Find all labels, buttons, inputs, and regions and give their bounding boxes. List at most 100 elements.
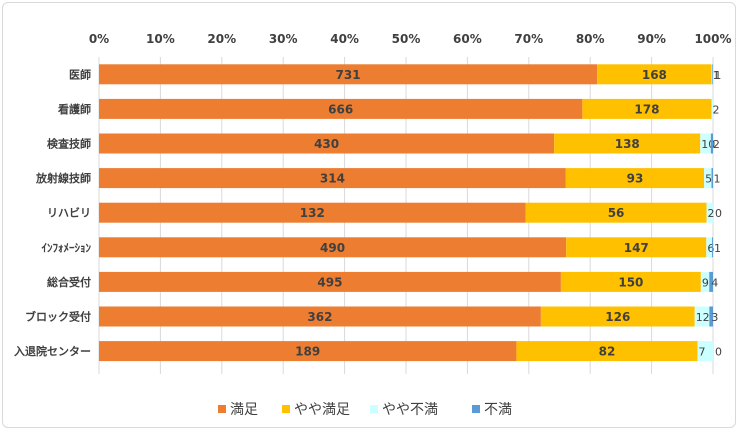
category-label: 総合受付 <box>47 275 91 289</box>
bar-segment <box>694 306 710 327</box>
bar-segment <box>711 64 713 85</box>
data-label: 5 <box>705 173 712 186</box>
bar-segment <box>99 271 561 292</box>
x-tick-label: 0% <box>89 32 109 46</box>
bar-segment <box>582 98 712 119</box>
bar-segment <box>99 237 567 258</box>
data-label: 138 <box>615 137 640 151</box>
category-label: 放射線技師 <box>35 171 91 185</box>
bar-segment <box>99 168 566 189</box>
data-label: 126 <box>605 310 630 324</box>
data-label: 1 <box>714 173 721 186</box>
data-label: 0 <box>715 346 722 359</box>
bar-segment <box>540 306 695 327</box>
data-label: 1 <box>713 69 720 82</box>
bar-segment <box>560 271 701 292</box>
x-tick-label: 80% <box>576 32 605 46</box>
bar-segment <box>99 341 517 362</box>
bar-segment <box>704 168 712 189</box>
data-label: 430 <box>314 137 339 151</box>
legend-label: やや不満 <box>382 402 438 418</box>
data-label: 168 <box>642 68 667 82</box>
bar-segment <box>566 237 707 258</box>
data-label: 2 <box>713 138 720 151</box>
x-tick-label: 100% <box>694 32 731 46</box>
data-label: 362 <box>307 310 332 324</box>
bar-segment <box>706 237 713 258</box>
data-label: 3 <box>711 311 718 324</box>
bar-segment <box>99 133 555 154</box>
bar-segment <box>709 306 713 327</box>
data-label: 150 <box>618 275 643 289</box>
legend-label: 不満 <box>484 402 512 418</box>
bar-segment <box>565 168 705 189</box>
data-label: 82 <box>599 345 616 359</box>
x-tick-label: 60% <box>453 32 482 46</box>
legend: 満足 やや満足 やや不満 不満 <box>218 402 512 418</box>
bar-segment <box>554 133 701 154</box>
category-label: ｲﾝﾌｫﾒｰｼｮﾝ <box>42 241 92 254</box>
data-label: 4 <box>711 276 718 289</box>
data-label: 2 <box>713 103 720 116</box>
data-label: 7 <box>699 346 706 359</box>
category-label: ブロック受付 <box>25 310 91 324</box>
data-label: 314 <box>320 172 345 186</box>
x-tick-label: 30% <box>269 32 298 46</box>
legend-swatch <box>370 405 378 413</box>
bar-segment <box>712 237 713 258</box>
bar-segment <box>700 133 711 154</box>
x-tick-labels: 0% 10% 20% 30% 40% 50% 60% 70% 80% 90% 100% <box>89 32 732 46</box>
data-label: 56 <box>608 206 625 220</box>
x-tick-label: 90% <box>637 32 666 46</box>
data-label: 132 <box>300 206 325 220</box>
bar-segment <box>709 271 713 292</box>
category-label: 入退院センター <box>14 344 91 358</box>
bar-segment <box>712 64 713 85</box>
data-label: 6 <box>707 242 714 255</box>
bar-segment <box>711 168 713 189</box>
bar-segment <box>697 341 713 362</box>
bar-segment <box>710 133 713 154</box>
x-tick-label: 50% <box>392 32 421 46</box>
bar-segment <box>99 98 583 119</box>
legend-swatch <box>282 405 290 413</box>
data-label: 1 <box>714 69 721 82</box>
data-label: 490 <box>320 241 345 255</box>
bar-segment <box>99 202 526 223</box>
data-label: 93 <box>627 172 644 186</box>
x-tick-label: 40% <box>330 32 359 46</box>
category-label: 看護師 <box>58 102 91 116</box>
category-label: リハビリ <box>47 206 91 220</box>
bar-segment <box>99 64 598 85</box>
bar-segment <box>597 64 712 85</box>
legend-swatch <box>472 405 480 413</box>
data-label: 9 <box>702 276 709 289</box>
data-label: 731 <box>336 68 361 82</box>
bar-segment <box>700 271 710 292</box>
legend-label: 満足 <box>230 402 258 418</box>
category-label: 検査技師 <box>47 137 91 151</box>
legend-label: やや満足 <box>294 402 350 418</box>
data-label: 12 <box>696 311 710 324</box>
data-label: 147 <box>624 241 649 255</box>
data-label: 666 <box>328 102 353 116</box>
bar-segment <box>711 98 713 119</box>
x-tick-label: 10% <box>146 32 175 46</box>
bar-segment <box>525 202 707 223</box>
x-tick-label: 70% <box>514 32 543 46</box>
data-label: 178 <box>634 102 659 116</box>
bar-segment <box>706 202 713 223</box>
data-label: 2 <box>708 207 715 220</box>
category-label: 医師 <box>69 67 91 81</box>
x-tick-label: 20% <box>207 32 236 46</box>
bar-segment <box>516 341 698 362</box>
data-label: 1 <box>714 242 721 255</box>
data-label: 189 <box>295 345 320 359</box>
legend-swatch <box>218 405 226 413</box>
bar-segment <box>99 306 541 327</box>
data-label: 0 <box>715 207 722 220</box>
data-label: 495 <box>317 275 342 289</box>
